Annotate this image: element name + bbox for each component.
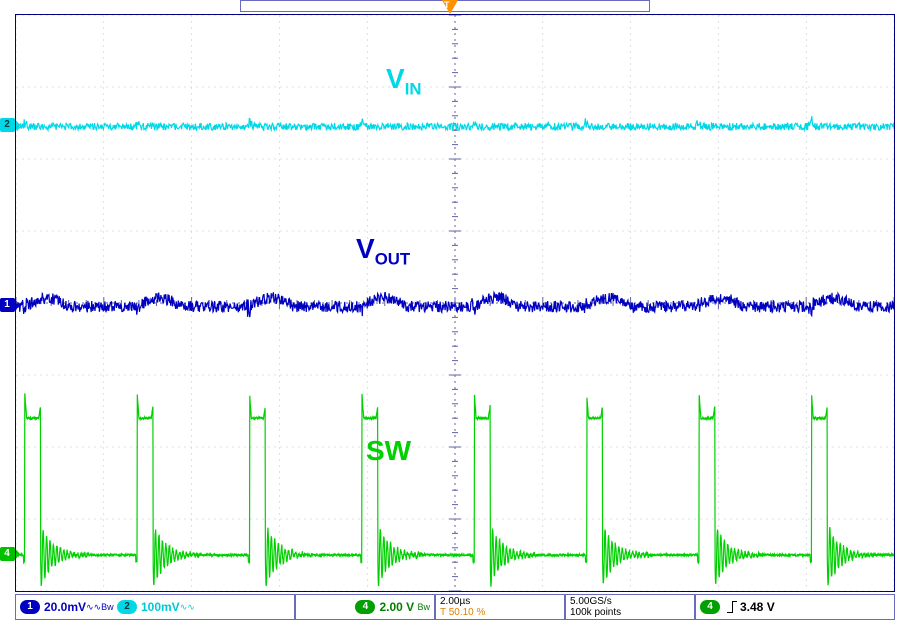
sample-box: 5.00GS/s 100k points xyxy=(565,594,695,620)
trigger-top-letter: T xyxy=(444,0,450,10)
sample-points: 100k points xyxy=(570,607,621,618)
oscilloscope-screenshot: T 2 1 4 VIN VOUT SW 1 20.0mV ∿∿ Bw 2 100… xyxy=(0,0,900,623)
ch4-scale-box: 4 2.00 V Bw xyxy=(295,594,435,620)
ch4-scale: 2.00 V xyxy=(379,600,414,614)
channel-2-ground-marker: 2 xyxy=(0,118,14,132)
trigger-level: 3.48 V xyxy=(740,600,775,614)
trigger-box: 4 3.48 V xyxy=(695,594,895,620)
trace-label-vout: VOUT xyxy=(356,233,410,270)
channel-scales-box: 1 20.0mV ∿∿ Bw 2 100mV ∿∿ xyxy=(15,594,295,620)
plot-svg xyxy=(16,15,894,591)
rising-edge-icon xyxy=(727,601,737,613)
ch4-pill: 4 xyxy=(355,600,375,614)
sample-rate: 5.00GS/s xyxy=(570,596,621,607)
trace-label-sw: SW xyxy=(366,435,411,467)
trig-pos-value: 50.10 % xyxy=(449,607,486,618)
channel-4-ground-marker: 4 xyxy=(0,547,14,561)
trigger-top-marker: T xyxy=(442,0,458,14)
waveform-display: VIN VOUT SW xyxy=(15,14,895,592)
timebase-value: 2.00µs xyxy=(440,596,485,607)
ch2-pill: 2 xyxy=(117,600,137,614)
ch1-pill: 1 xyxy=(20,600,40,614)
ch1-scale: 20.0mV xyxy=(44,600,86,614)
channel-1-ground-marker: 1 xyxy=(0,298,14,312)
ch2-scale: 100mV xyxy=(141,600,180,614)
trace-label-vin: VIN xyxy=(386,63,421,100)
timebase-box: 2.00µs T 50.10 % xyxy=(435,594,565,620)
trig-ch-pill: 4 xyxy=(700,600,720,614)
readout-bar: 1 20.0mV ∿∿ Bw 2 100mV ∿∿ 4 2.00 V Bw 2.… xyxy=(15,594,895,620)
